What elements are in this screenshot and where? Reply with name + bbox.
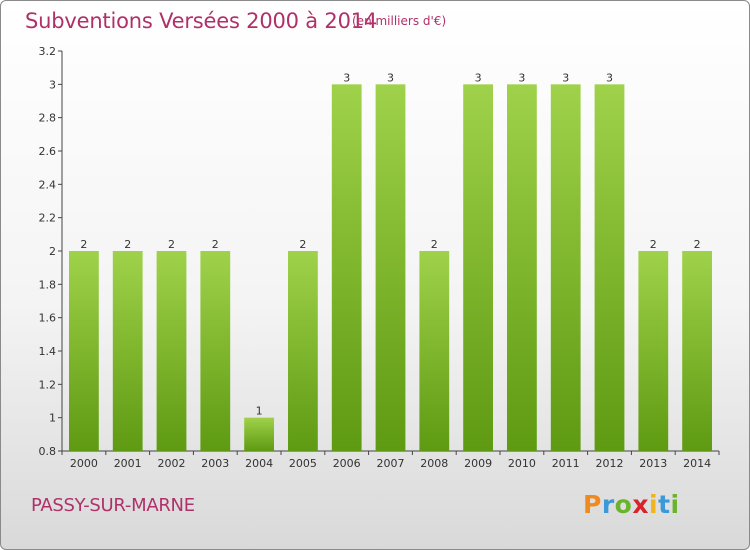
logo-letter: P bbox=[583, 490, 602, 519]
bar bbox=[550, 84, 581, 451]
y-tick-label: 1.2 bbox=[39, 378, 57, 391]
data-label: 2 bbox=[650, 238, 657, 251]
y-tick-label: 3.2 bbox=[39, 45, 57, 58]
bar bbox=[507, 84, 537, 451]
data-label: 3 bbox=[518, 71, 525, 84]
bar bbox=[112, 251, 143, 451]
proxiti-logo: Proxiti bbox=[583, 490, 680, 519]
bar bbox=[594, 84, 625, 451]
logo-letter: o bbox=[614, 490, 633, 519]
logo-letter: i bbox=[670, 490, 680, 519]
bar bbox=[156, 251, 187, 451]
bar bbox=[463, 84, 493, 451]
data-label: 2 bbox=[431, 238, 438, 251]
data-label: 2 bbox=[168, 238, 175, 251]
bar bbox=[288, 251, 318, 451]
x-tick-label: 2003 bbox=[201, 457, 229, 470]
y-tick-label: 2.8 bbox=[39, 112, 57, 125]
data-label: 3 bbox=[387, 71, 394, 84]
x-tick-label: 2013 bbox=[639, 457, 667, 470]
x-tick-label: 2006 bbox=[333, 457, 361, 470]
data-label: 2 bbox=[212, 238, 219, 251]
bar bbox=[682, 251, 712, 451]
logo-letter: i bbox=[649, 490, 659, 519]
logo-letter: r bbox=[601, 490, 615, 519]
data-label: 1 bbox=[256, 405, 263, 418]
data-label: 3 bbox=[562, 71, 569, 84]
logo-letter: t bbox=[658, 490, 671, 519]
data-label: 2 bbox=[124, 238, 131, 251]
bar bbox=[419, 251, 450, 451]
y-tick-label: 2 bbox=[49, 245, 56, 258]
bar bbox=[200, 251, 231, 451]
y-axis: 0.8 1 1.2 1.4 1.6 1.8 2 2.2 2.4 2.6 2.8 3 3.2 bbox=[39, 45, 63, 458]
y-tick-label: 1.8 bbox=[39, 278, 57, 291]
x-tick-label: 2007 bbox=[377, 457, 405, 470]
bar bbox=[244, 417, 274, 451]
bar bbox=[638, 251, 669, 451]
x-tick-label: 2002 bbox=[158, 457, 186, 470]
bar bbox=[331, 84, 362, 451]
x-tick-label: 2009 bbox=[464, 457, 492, 470]
bar bbox=[375, 84, 406, 451]
x-tick-label: 2005 bbox=[289, 457, 317, 470]
data-label: 2 bbox=[694, 238, 701, 251]
x-tick-label: 2011 bbox=[552, 457, 580, 470]
data-label: 2 bbox=[299, 238, 306, 251]
bar bbox=[69, 251, 99, 451]
y-tick-label: 2.4 bbox=[39, 178, 57, 191]
y-tick-label: 1 bbox=[49, 412, 56, 425]
x-tick-label: 2000 bbox=[70, 457, 98, 470]
x-tick-label: 2008 bbox=[420, 457, 448, 470]
x-tick-label: 2010 bbox=[508, 457, 536, 470]
chart-title: Subventions Versées 2000 à 2014 bbox=[25, 9, 378, 33]
logo-letter: x bbox=[632, 490, 649, 519]
y-tick-label: 3 bbox=[49, 78, 56, 91]
data-labels: 2 2 2 2 1 2 3 3 2 3 3 3 3 2 2 bbox=[80, 71, 700, 417]
x-tick-label: 2004 bbox=[245, 457, 273, 470]
data-label: 3 bbox=[475, 71, 482, 84]
y-tick-label: 2.2 bbox=[39, 212, 57, 225]
data-label: 3 bbox=[343, 71, 350, 84]
y-tick-label: 2.6 bbox=[39, 145, 57, 158]
x-tick-label: 2001 bbox=[114, 457, 142, 470]
y-tick-label: 1.4 bbox=[39, 345, 57, 358]
x-tick-label: 2014 bbox=[683, 457, 711, 470]
location-name: PASSY-SUR-MARNE bbox=[31, 495, 195, 516]
chart-subtitle: (en milliers d'€) bbox=[352, 14, 447, 28]
data-label: 3 bbox=[606, 71, 613, 84]
bars bbox=[69, 84, 712, 451]
x-axis: 2000 2001 2002 2003 2004 2005 2006 2007 2008 2009… bbox=[61, 450, 720, 470]
y-tick-label: 1.6 bbox=[39, 312, 57, 325]
data-label: 2 bbox=[80, 238, 87, 251]
y-tick-label: 0.8 bbox=[39, 445, 57, 458]
x-tick-label: 2012 bbox=[596, 457, 624, 470]
